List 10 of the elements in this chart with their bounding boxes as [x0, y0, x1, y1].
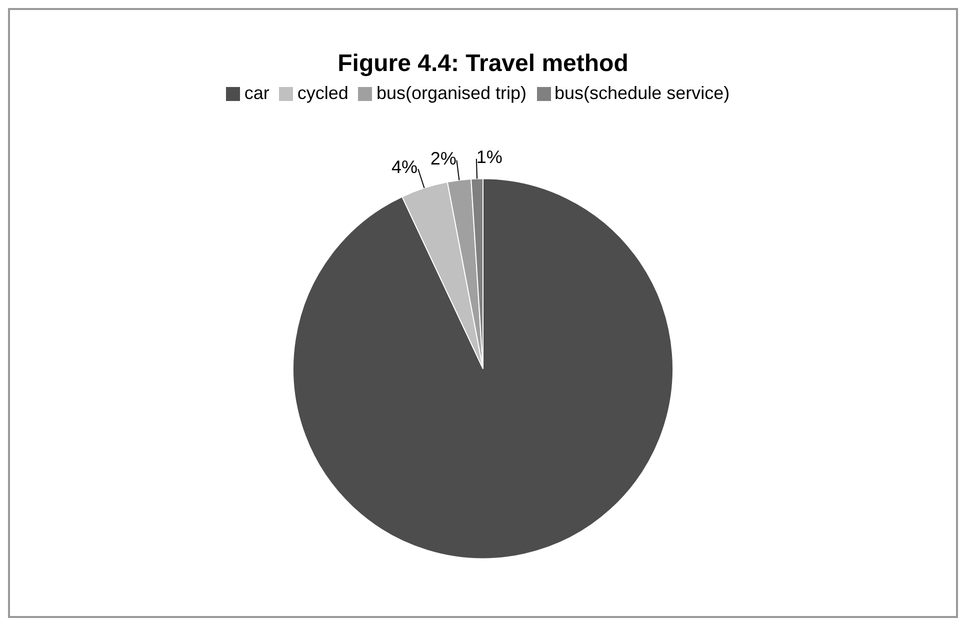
data-label: 2%	[430, 148, 456, 168]
data-label: 4%	[391, 157, 418, 178]
pie-slice	[402, 182, 484, 370]
chart-title: Figure 4.4: Travel method	[336, 50, 630, 78]
data-label: 1%	[476, 146, 502, 167]
legend-label: cycled	[297, 83, 348, 103]
pie-slice	[292, 178, 674, 560]
legend-label: car	[244, 83, 270, 103]
legend-label: bus(schedule service)	[554, 83, 730, 103]
legend-label: bus(organised trip)	[376, 83, 527, 103]
